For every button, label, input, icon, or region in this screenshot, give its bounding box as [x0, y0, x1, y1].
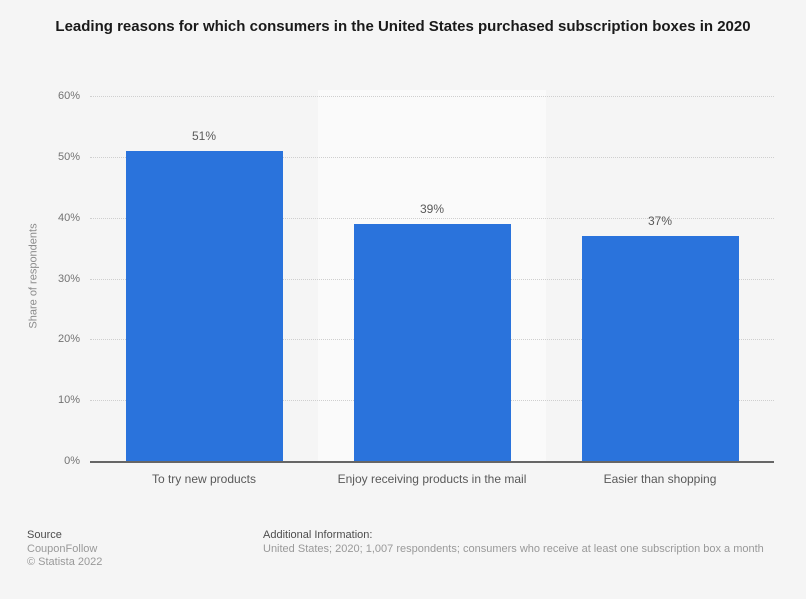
- bar-value-label: 37%: [647, 213, 673, 228]
- gridline: [90, 156, 774, 158]
- chart-title: Leading reasons for which consumers in t…: [55, 18, 751, 35]
- bar: [353, 223, 511, 461]
- source-label: Source: [27, 529, 62, 541]
- gridline: [90, 217, 774, 219]
- y-tick-label: 40%: [57, 211, 80, 224]
- category-label: Enjoy receiving products in the mail: [337, 472, 527, 486]
- y-tick-label: 20%: [57, 333, 80, 346]
- plot-area: 51% To try new products 39% Enjoy receiving…: [90, 90, 774, 486]
- additional-info-block: Additional Information: United States; 2…: [263, 529, 764, 556]
- source-name: CouponFollow: [27, 542, 98, 555]
- bar-value-label: 51%: [191, 128, 217, 143]
- bar: [125, 150, 283, 461]
- y-tick-label: 50%: [57, 150, 80, 163]
- y-tick-label: 10%: [57, 394, 80, 407]
- y-tick-label: 0%: [64, 455, 80, 467]
- y-tick-label: 30%: [57, 272, 80, 285]
- bar-value-label: 39%: [419, 201, 445, 216]
- y-tick-label: 60%: [57, 90, 80, 102]
- statista-copyright: © Statista 2022: [27, 556, 103, 568]
- additional-info-text: United States; 2020; 1,007 respondents; …: [263, 542, 764, 555]
- category-label: To try new products: [151, 472, 257, 486]
- additional-info-label: Additional Information:: [263, 529, 373, 541]
- bar: [581, 235, 739, 461]
- y-axis-tick-labels: 0% 10% 20% 30% 40% 50% 60%: [0, 90, 80, 467]
- gridline: [90, 96, 774, 97]
- source-block: Source CouponFollow © Statista 2022: [27, 529, 102, 570]
- category-label: Easier than shopping: [603, 472, 717, 486]
